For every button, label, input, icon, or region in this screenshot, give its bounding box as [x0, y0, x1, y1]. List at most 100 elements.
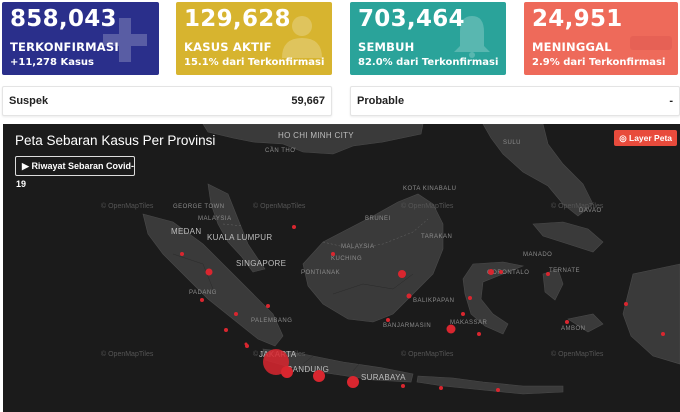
bubble-banten-small[interactable] — [244, 342, 248, 346]
history-button[interactable]: ▶ Riwayat Sebaran Covid-19 — [15, 156, 135, 189]
probable-box: Probable - — [350, 86, 680, 116]
label-palembang: PALEMBANG — [251, 318, 292, 324]
suspek-value: 59,667 — [291, 95, 325, 107]
deaths-value: 24,951 — [532, 6, 623, 32]
active-value: 129,628 — [184, 6, 291, 32]
active-card: 129,628 KASUS AKTIF 15.1% dari Terkonfir… — [176, 2, 332, 75]
bubble-gorontalo[interactable] — [488, 269, 494, 275]
label-malaysia1: MALAYSIA — [198, 216, 232, 222]
label-gorontalo: GORONTALO — [487, 270, 529, 276]
bubble-bali[interactable] — [401, 384, 405, 388]
patient-icon — [282, 16, 322, 58]
active-label: KASUS AKTIF — [184, 40, 272, 54]
recovered-label: SEMBUH — [358, 40, 415, 54]
bubble-north-kalimantan[interactable] — [406, 293, 412, 299]
bubble-west-sulawesi[interactable] — [461, 312, 465, 316]
bubble-southeast-sulawesi[interactable] — [477, 332, 481, 336]
tiles-credit-7: © OpenMapTiles — [401, 350, 454, 358]
tiles-credit-4: © OpenMapTiles — [551, 202, 604, 210]
layers-icon: ◎ — [619, 133, 627, 143]
bubble-ntt[interactable] — [496, 388, 500, 392]
label-hcmc: HO CHI MINH CITY — [278, 131, 354, 140]
bell-icon — [454, 16, 490, 58]
layer-button[interactable]: ◎ Layer Peta — [614, 130, 677, 146]
recovered-value: 703,464 — [358, 6, 465, 32]
probable-value: - — [669, 95, 673, 107]
suspek-label: Suspek — [9, 95, 49, 107]
label-surabaya: SURABAYA — [361, 373, 406, 382]
label-malaysia2: MALAYSIA — [341, 244, 375, 250]
bubble-central-sulawesi[interactable] — [468, 296, 472, 300]
bubble-east-java[interactable] — [347, 376, 359, 388]
bubble-south-sulawesi[interactable] — [446, 324, 456, 334]
label-banjarmasin: BANJARMASIN — [383, 323, 431, 329]
bubble-jambi[interactable] — [234, 312, 238, 316]
label-padang: PADANG — [189, 290, 217, 296]
label-tarakan: TARAKAN — [421, 234, 452, 240]
bubble-west-java[interactable] — [281, 366, 293, 378]
bubble-papua[interactable] — [661, 332, 665, 336]
play-icon: ▶ — [22, 161, 29, 171]
recovered-card: 703,464 SEMBUH 82.0% dari Terkonfirmasi — [350, 2, 506, 75]
bubble-east-kalimantan[interactable] — [398, 270, 406, 278]
label-kuching: KUCHING — [331, 256, 362, 262]
bubble-north-sumatra[interactable] — [180, 252, 184, 256]
label-singapore: SINGAPORE — [236, 259, 286, 268]
label-pontianak: PONTIANAK — [301, 270, 340, 276]
label-medan: MEDAN — [171, 227, 201, 236]
label-brunei: BRUNEI — [365, 216, 391, 222]
history-button-label: Riwayat Sebaran Covid-19 — [16, 161, 134, 189]
label-ternate: TERNATE — [549, 268, 580, 274]
land-layer — [142, 124, 680, 395]
bubble-south-kalimantan[interactable] — [386, 318, 390, 322]
case-bubbles — [180, 225, 665, 392]
bubble-north-sulawesi[interactable] — [499, 270, 503, 274]
deaths-sub: 2.9% dari Terkonfirmasi — [532, 57, 666, 68]
bubble-ntb[interactable] — [439, 386, 443, 390]
label-kl: KUALA LUMPUR — [207, 233, 272, 242]
label-ambon: AMBON — [561, 326, 586, 332]
label-sulu: SULU — [503, 140, 521, 146]
province-map[interactable]: © OpenMapTiles © OpenMapTiles © OpenMapT… — [3, 124, 680, 412]
deaths-label: MENINGGAL — [532, 40, 612, 54]
bubble-bubble-1[interactable] — [292, 225, 296, 229]
plus-icon — [103, 18, 147, 62]
confirmed-card: 858,043 TERKONFIRMASI +11,278 Kasus — [2, 2, 159, 75]
bubble-riau[interactable] — [205, 268, 213, 276]
label-bandung: BANDUNG — [287, 365, 329, 374]
tiles-credit-1: © OpenMapTiles — [101, 202, 154, 210]
label-davao: DAVAO — [579, 208, 602, 214]
confirmed-value: 858,043 — [10, 6, 117, 32]
tiles-credit-3: © OpenMapTiles — [401, 202, 454, 210]
label-makassar: MAKASSAR — [450, 320, 488, 326]
map-canvas[interactable]: © OpenMapTiles © OpenMapTiles © OpenMapT… — [3, 124, 680, 412]
bubble-central-java[interactable] — [313, 370, 325, 382]
label-manado: MANADO — [523, 252, 552, 258]
confirmed-label: TERKONFIRMASI — [10, 40, 119, 54]
bubble-west-sumatra[interactable] — [200, 298, 204, 302]
active-sub: 15.1% dari Terkonfirmasi — [184, 57, 325, 68]
bubble-bangka[interactable] — [266, 304, 270, 308]
tiles-credit-5: © OpenMapTiles — [101, 350, 154, 358]
tiles-credit-2: © OpenMapTiles — [253, 202, 306, 210]
label-balikpapan: BALIKPAPAN — [413, 298, 454, 304]
province-lines — [172, 253, 414, 372]
recovered-sub: 82.0% dari Terkonfirmasi — [358, 57, 499, 68]
confirmed-sub: +11,278 Kasus — [10, 57, 94, 68]
label-cantho: CẦN THƠ — [265, 147, 296, 154]
bubble-west-papua[interactable] — [624, 302, 628, 306]
layer-button-label: Layer Peta — [629, 133, 672, 143]
deaths-card: 24,951 MENINGGAL 2.9% dari Terkonfirmasi — [524, 2, 678, 75]
label-kotakinabalu: KOTA KINABALU — [403, 186, 456, 192]
probable-label: Probable — [357, 95, 405, 107]
map-title: Peta Sebaran Kasus Per Provinsi — [15, 133, 216, 148]
bubble-south-sumatra[interactable] — [224, 328, 228, 332]
minus-icon — [630, 36, 672, 50]
bubble-maluku[interactable] — [565, 320, 569, 324]
bubble-north-maluku[interactable] — [546, 272, 550, 276]
bubble-west-kalimantan[interactable] — [331, 252, 335, 256]
suspek-box: Suspek 59,667 — [2, 86, 332, 116]
label-georgetown: GEORGE TOWN — [173, 204, 225, 210]
border-layer — [222, 218, 429, 250]
tiles-credit-8: © OpenMapTiles — [551, 350, 604, 358]
